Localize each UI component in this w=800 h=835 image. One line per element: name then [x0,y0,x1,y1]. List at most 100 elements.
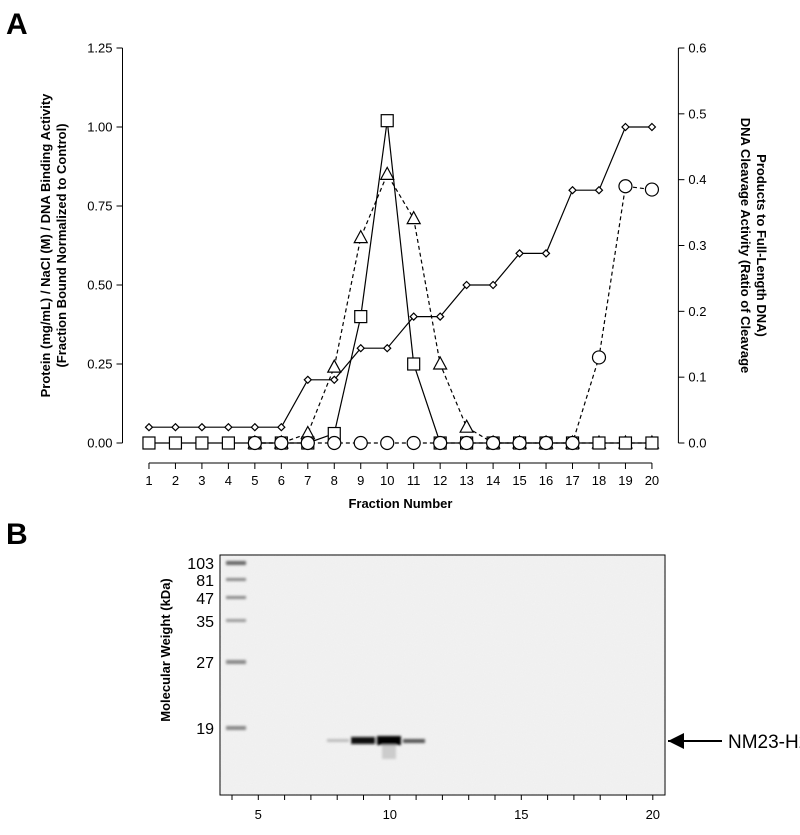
x-tick-label: 19 [618,473,632,488]
circle-marker [380,435,395,451]
triangle-marker [353,229,369,244]
diamond-marker [515,249,524,258]
x-tick-label: 2 [172,473,179,488]
diamond-marker [435,312,445,321]
circle-marker [565,435,580,451]
x-tick-label: 18 [592,473,606,488]
diamond-marker [541,249,551,258]
y-tick-label: 0.50 [87,278,112,293]
y2-tick-label: 0.5 [688,106,706,121]
circle-marker [591,350,607,365]
chart-a: 0.00 0.25 0.50 0.75 1.00 1.25 0.0 0.1 0.2 0.3 0.4 0… [38,41,769,512]
circle-marker [486,435,501,451]
diamond-marker [171,422,180,432]
ladder-band [226,578,246,581]
x-tick-label: 16 [539,473,553,488]
gel-texture [220,555,665,795]
y2-tick-label: 0.6 [688,41,706,56]
protein-band [351,737,375,744]
panel-label: A [6,8,28,41]
circle-marker [644,182,660,197]
x-tick-label: 15 [512,473,526,488]
series-line [254,185,653,444]
series-line [254,173,652,444]
y2-tick-label: 0.4 [688,172,706,187]
y2-axis-label: Products to Full-Length DNA) [754,154,769,337]
ladder-band [226,660,246,664]
gel-bands [226,561,425,759]
circle-marker [433,435,448,451]
x-tick-label: 12 [433,473,447,488]
diamond-marker [409,312,419,321]
diamond-marker [250,422,260,432]
x-tick-label: 9 [357,473,364,488]
diamond-marker [382,343,392,353]
mw-label: 19 [196,721,214,738]
protein-band [327,739,349,742]
square-marker [380,114,394,128]
lane-label: 20 [646,807,660,822]
x-axis-label: Fraction Number [348,496,452,511]
lane-label: 5 [255,807,262,822]
circle-marker [247,435,262,451]
y-tick-label: 0.25 [87,357,112,372]
mw-label: 81 [196,573,214,590]
square-marker [645,436,659,450]
x-tick-label: 1 [145,473,152,488]
protein-band [377,736,401,745]
y-tick-label: 0.75 [87,199,112,214]
x-tick-label: 11 [407,473,421,488]
diamond-marker [594,185,604,195]
series-line [148,126,652,428]
y-tick-label: 0.00 [87,436,112,451]
circle-marker [327,435,342,451]
diamond-marker [303,375,313,385]
x-tick-label: 8 [331,473,338,488]
square-marker [142,436,156,450]
triangle-marker [432,355,448,370]
lane-label: 10 [383,807,397,822]
ladder-band [226,596,246,599]
lane-label: 15 [514,807,528,822]
square-marker [221,436,235,450]
series-line [148,120,652,444]
band-annotation: NM23-H2 [728,732,800,753]
diamond-marker [276,422,286,432]
mw-label: 47 [196,591,214,608]
gel-y-label: Molecular Weight (kDa) [158,578,173,722]
square-marker [618,436,633,450]
band-smear [382,745,396,759]
circle-marker [406,435,421,451]
y2-tick-label: 0.2 [688,304,706,319]
x-tick-label: 10 [380,473,394,488]
square-marker [354,310,368,324]
panel-label: B [6,518,28,551]
y2-tick-label: 0.1 [688,370,706,385]
circle-marker [274,435,289,451]
mw-label: 27 [196,655,214,672]
x-tick-label: 13 [459,473,473,488]
ladder-band [226,561,246,565]
ladder-band [226,619,246,622]
square-marker [592,436,606,450]
y-axis-label: (Fraction Bound Normalized to Control) [54,123,69,367]
diamond-marker [144,422,154,432]
x-tick-label: 6 [278,473,285,488]
x-tick-label: 20 [645,473,659,488]
diamond-marker [488,280,498,290]
ladder-band [226,726,246,730]
diamond-marker [621,122,630,132]
circle-marker [300,435,315,451]
y-tick-label: 1.25 [87,41,112,56]
diamond-marker [197,422,207,432]
mw-label: 103 [187,556,214,573]
diamond-marker [329,375,339,385]
mw-label: 35 [196,614,214,631]
circle-marker [618,179,633,194]
triangle-marker [406,210,422,225]
y-axis-label: Protein (mg/mL) / NaCl (M) / DNA Binding… [38,93,53,398]
square-marker [195,436,209,450]
x-tick-label: 5 [251,473,258,488]
